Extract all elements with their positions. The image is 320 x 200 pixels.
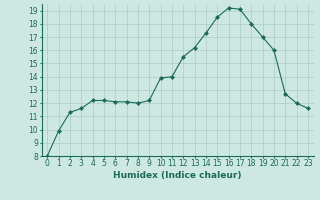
X-axis label: Humidex (Indice chaleur): Humidex (Indice chaleur) xyxy=(113,171,242,180)
